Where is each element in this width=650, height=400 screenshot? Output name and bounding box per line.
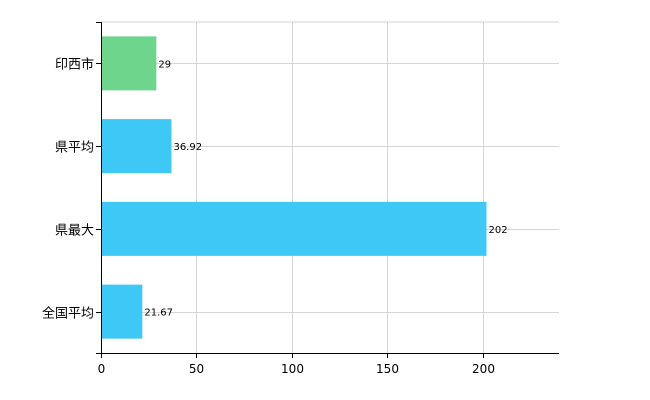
gridlines <box>101 21 559 353</box>
x-tick-label: 150 <box>376 362 399 376</box>
category-label: 県最大 <box>55 224 94 239</box>
x-tick-label: 100 <box>281 362 304 376</box>
data-label: 36.92 <box>173 142 202 153</box>
bars <box>101 36 487 339</box>
data-label: 21.67 <box>144 308 173 319</box>
category-label: 印西市 <box>55 57 94 73</box>
category-label: 全国平均 <box>42 306 94 322</box>
data-label: 29 <box>158 59 171 70</box>
bar <box>101 119 172 174</box>
axes <box>96 22 559 358</box>
bar <box>101 36 157 91</box>
category-label: 県平均 <box>55 141 94 156</box>
bar <box>101 284 143 339</box>
x-tick-label: 0 <box>98 362 106 376</box>
x-tick-label: 200 <box>472 362 495 376</box>
x-tick-label: 50 <box>189 362 204 376</box>
data-label: 202 <box>488 225 507 236</box>
bar <box>101 201 487 256</box>
